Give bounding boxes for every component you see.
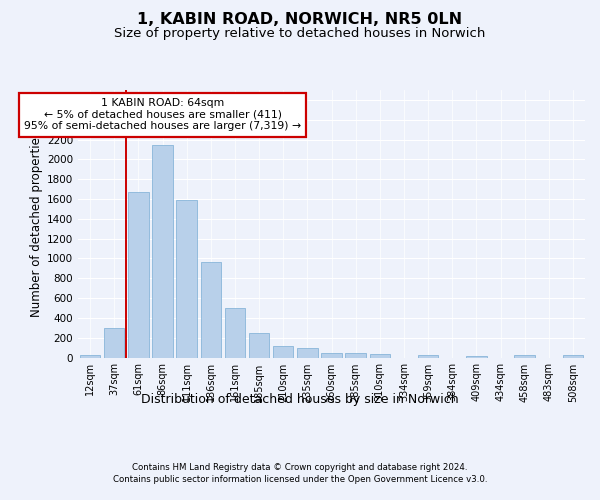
Bar: [80, 355, 100, 358]
Text: Contains public sector information licensed under the Open Government Licence v3: Contains public sector information licen…: [113, 475, 487, 484]
Bar: [104, 328, 124, 358]
Bar: [200, 262, 221, 358]
Bar: [128, 192, 149, 358]
Bar: [321, 352, 342, 358]
Bar: [466, 356, 487, 358]
Bar: [370, 354, 390, 358]
Text: 1 KABIN ROAD: 64sqm
← 5% of detached houses are smaller (411)
95% of semi-detach: 1 KABIN ROAD: 64sqm ← 5% of detached hou…: [24, 98, 301, 131]
Bar: [514, 355, 535, 358]
Text: 1, KABIN ROAD, NORWICH, NR5 0LN: 1, KABIN ROAD, NORWICH, NR5 0LN: [137, 12, 463, 28]
Bar: [297, 348, 317, 358]
Y-axis label: Number of detached properties: Number of detached properties: [30, 130, 43, 317]
Bar: [224, 308, 245, 358]
Bar: [346, 353, 366, 358]
Text: Size of property relative to detached houses in Norwich: Size of property relative to detached ho…: [115, 28, 485, 40]
Bar: [249, 332, 269, 357]
Bar: [176, 200, 197, 358]
Bar: [563, 355, 583, 358]
Text: Contains HM Land Registry data © Crown copyright and database right 2024.: Contains HM Land Registry data © Crown c…: [132, 462, 468, 471]
Bar: [418, 354, 439, 358]
Text: Distribution of detached houses by size in Norwich: Distribution of detached houses by size …: [141, 392, 459, 406]
Bar: [273, 346, 293, 358]
Bar: [152, 146, 173, 358]
